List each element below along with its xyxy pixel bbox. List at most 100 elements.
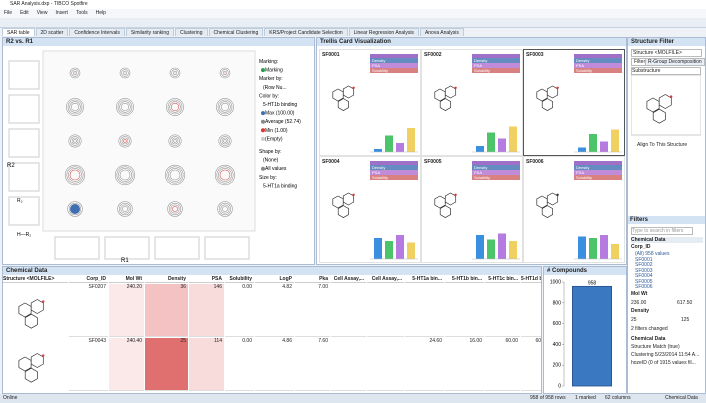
ring: [68, 168, 82, 182]
menu-item[interactable]: Help: [95, 10, 106, 16]
cell-text: 25: [180, 338, 186, 344]
scatter-panel: R2 vs. R1 R₂ H—R₂ R2 R1 Marking: Marking Marke…: [2, 37, 315, 265]
table-cell: 60.00: [521, 338, 542, 391]
filter-text: Align To This Structure: [637, 142, 688, 148]
ring: [116, 98, 134, 116]
menu-item[interactable]: Insert: [55, 10, 68, 16]
card-row: [370, 165, 418, 170]
menu-item[interactable]: View: [36, 10, 48, 16]
cell-text: 0.00: [242, 338, 252, 344]
ring: [170, 102, 180, 112]
cell-text: 60.00: [535, 338, 542, 344]
tab[interactable]: SAR table: [2, 28, 35, 36]
legend-item: (None): [263, 158, 279, 164]
tab[interactable]: Confidence Intervals: [69, 28, 125, 36]
ring: [167, 99, 183, 115]
cell-text: 60.00: [505, 338, 518, 344]
ring: [169, 67, 181, 79]
card-row: [472, 165, 520, 170]
tab[interactable]: Clustering: [174, 28, 208, 36]
filter-text: Chemical Data: [631, 237, 703, 243]
ring: [119, 169, 131, 181]
card-row-label: Density: [372, 58, 385, 63]
tab[interactable]: KRS/Project Candidate Selection: [264, 28, 348, 36]
ring: [219, 67, 231, 79]
card-bar: [600, 141, 608, 152]
ring: [221, 137, 229, 145]
card-bar: [498, 138, 506, 152]
status-text: Chemical Data: [665, 395, 698, 401]
cell-text: 4.82: [282, 284, 292, 290]
card-bar: [407, 128, 415, 152]
ring: [168, 168, 182, 182]
card-row: [574, 175, 622, 180]
card-bar: [487, 239, 495, 259]
filter-text: Density: [631, 308, 650, 314]
canvas: R₂ H—R₂ R2 R1 Marking: Marking Marker by: (Row …: [7, 50, 301, 263]
card-row: [574, 58, 622, 63]
tab[interactable]: Similarity ranking: [125, 28, 174, 36]
card-row-label: Density: [474, 165, 487, 170]
cell-text: 7.60: [318, 338, 328, 344]
atom: [556, 193, 559, 196]
tab-strip: SAR table 2D scatter Confidence Intervals S…: [0, 28, 626, 36]
column-header: LogP: [255, 276, 294, 283]
ring: [220, 136, 230, 146]
legend-item: Marking:: [259, 59, 278, 65]
column-header: Pka: [295, 276, 330, 283]
card-id: SF0001: [322, 52, 340, 58]
tab[interactable]: 2D scatter: [35, 28, 69, 36]
column-header: 5-HT1a bin...: [405, 276, 444, 283]
cell-text: 146: [213, 284, 222, 290]
tab[interactable]: Anova Analysis: [419, 28, 464, 36]
filter-tab[interactable]: R-Group Decomposition: [645, 58, 705, 66]
canvas: [631, 75, 701, 136]
filter-text: SF0001: [635, 256, 653, 263]
ring: [123, 139, 127, 143]
ring: [222, 206, 228, 212]
card-row-label: Density: [372, 165, 385, 170]
menu-item[interactable]: File: [4, 10, 13, 16]
structure: [434, 85, 457, 112]
filter-text: 25: [631, 317, 637, 323]
tab[interactable]: Linear Regression Analysis: [348, 28, 419, 36]
menu-item[interactable]: Edit: [20, 10, 29, 16]
legend-swatch: [261, 166, 265, 171]
column-structure: [154, 236, 200, 260]
ring: [70, 102, 80, 112]
card-row-label: Solubility: [474, 68, 490, 73]
card-row: [370, 170, 418, 175]
filter-text: Substructure: [631, 67, 701, 75]
filter-text: 125: [681, 317, 690, 323]
card-row: [370, 68, 418, 73]
legend-item: Min (1.00): [265, 128, 288, 134]
legend-item: Size by:: [259, 175, 277, 181]
ring: [217, 99, 233, 115]
table-cell: 240.20: [109, 284, 144, 337]
card-row-label: Solubility: [372, 175, 388, 180]
ring: [67, 99, 83, 115]
ring: [114, 164, 136, 186]
ring: [66, 98, 84, 116]
tab[interactable]: Chemical Clustering: [208, 28, 264, 36]
cell-text: 24.60: [429, 338, 442, 344]
structure: [536, 192, 559, 219]
panel-title: Structure Filter: [628, 38, 705, 46]
legend-item: 5-HT1a binding: [263, 183, 297, 189]
table-cell: [485, 284, 520, 337]
ring: [223, 139, 227, 143]
bar: [571, 285, 613, 387]
card-table-head: [472, 161, 520, 165]
card-row: [574, 68, 622, 73]
legend-item: Marker by:: [259, 76, 283, 82]
ring: [172, 206, 178, 212]
ring: [170, 136, 180, 146]
card-row-label: Solubility: [576, 175, 592, 180]
column-header: 5-HT1b bin...: [445, 276, 484, 283]
filter-text: 236.00: [631, 300, 647, 306]
ring: [116, 166, 134, 184]
panel-title: # Compounds: [544, 267, 626, 275]
canvas: [18, 353, 45, 383]
menu-item[interactable]: Tools: [75, 10, 88, 16]
